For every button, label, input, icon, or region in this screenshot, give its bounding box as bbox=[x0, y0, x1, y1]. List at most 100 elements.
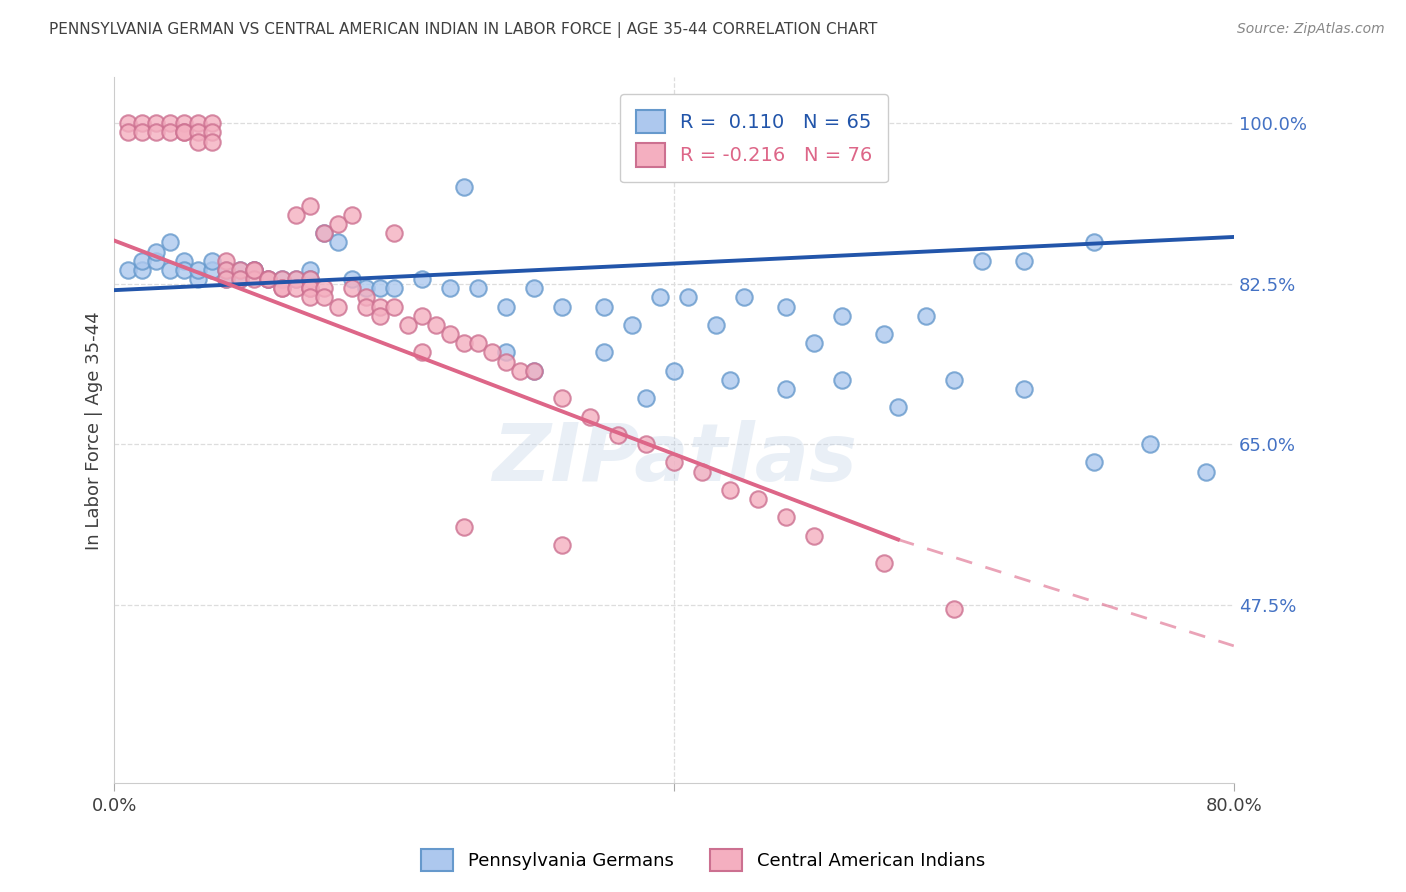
Point bbox=[131, 253, 153, 268]
Point bbox=[368, 309, 391, 323]
Point bbox=[593, 300, 616, 314]
Point bbox=[1195, 465, 1218, 479]
Point bbox=[159, 263, 181, 277]
Point bbox=[285, 272, 308, 286]
Point bbox=[411, 272, 433, 286]
Point bbox=[285, 281, 308, 295]
Point bbox=[229, 272, 252, 286]
Point bbox=[396, 318, 419, 332]
Point bbox=[411, 309, 433, 323]
Point bbox=[803, 529, 825, 543]
Point bbox=[356, 281, 378, 295]
Point bbox=[243, 263, 266, 277]
Point bbox=[314, 290, 336, 304]
Point bbox=[243, 263, 266, 277]
Point bbox=[243, 272, 266, 286]
Point bbox=[453, 336, 475, 351]
Point bbox=[117, 116, 139, 130]
Point bbox=[201, 116, 224, 130]
Point bbox=[1139, 437, 1161, 451]
Point bbox=[187, 272, 209, 286]
Point bbox=[145, 244, 167, 259]
Point bbox=[187, 263, 209, 277]
Point bbox=[425, 318, 447, 332]
Point bbox=[257, 272, 280, 286]
Point bbox=[299, 281, 322, 295]
Legend: Pennsylvania Germans, Central American Indians: Pennsylvania Germans, Central American I… bbox=[413, 842, 993, 879]
Point bbox=[314, 227, 336, 241]
Point bbox=[1012, 253, 1035, 268]
Point bbox=[299, 281, 322, 295]
Point bbox=[173, 116, 195, 130]
Point bbox=[887, 401, 910, 415]
Point bbox=[229, 263, 252, 277]
Point bbox=[747, 492, 769, 507]
Point bbox=[314, 227, 336, 241]
Point bbox=[1083, 455, 1105, 469]
Point bbox=[579, 409, 602, 424]
Point bbox=[356, 300, 378, 314]
Point bbox=[215, 263, 238, 277]
Point bbox=[328, 235, 350, 250]
Point bbox=[775, 510, 797, 524]
Text: Source: ZipAtlas.com: Source: ZipAtlas.com bbox=[1237, 22, 1385, 37]
Point bbox=[621, 318, 644, 332]
Point bbox=[173, 263, 195, 277]
Point bbox=[495, 300, 517, 314]
Point bbox=[467, 336, 489, 351]
Point bbox=[648, 290, 671, 304]
Point bbox=[159, 125, 181, 139]
Point bbox=[342, 208, 364, 222]
Point bbox=[285, 272, 308, 286]
Point bbox=[131, 116, 153, 130]
Point bbox=[257, 272, 280, 286]
Point bbox=[551, 300, 574, 314]
Point bbox=[271, 272, 294, 286]
Point bbox=[356, 290, 378, 304]
Point bbox=[299, 272, 322, 286]
Point bbox=[636, 437, 658, 451]
Point bbox=[607, 428, 630, 442]
Y-axis label: In Labor Force | Age 35-44: In Labor Force | Age 35-44 bbox=[86, 311, 103, 549]
Point bbox=[523, 281, 546, 295]
Point bbox=[368, 281, 391, 295]
Point bbox=[271, 281, 294, 295]
Point bbox=[215, 253, 238, 268]
Point bbox=[509, 364, 531, 378]
Point bbox=[342, 281, 364, 295]
Point bbox=[411, 345, 433, 359]
Point bbox=[187, 135, 209, 149]
Point bbox=[970, 253, 993, 268]
Point bbox=[453, 519, 475, 533]
Point bbox=[215, 263, 238, 277]
Point bbox=[915, 309, 938, 323]
Point bbox=[662, 364, 685, 378]
Point bbox=[145, 253, 167, 268]
Point bbox=[803, 336, 825, 351]
Point bbox=[201, 125, 224, 139]
Point bbox=[704, 318, 727, 332]
Text: ZIPatlas: ZIPatlas bbox=[492, 419, 856, 498]
Point bbox=[117, 125, 139, 139]
Point bbox=[229, 263, 252, 277]
Point bbox=[942, 373, 965, 387]
Point bbox=[159, 116, 181, 130]
Point bbox=[551, 392, 574, 406]
Point bbox=[636, 392, 658, 406]
Point bbox=[368, 300, 391, 314]
Point bbox=[131, 263, 153, 277]
Point bbox=[299, 272, 322, 286]
Point bbox=[523, 364, 546, 378]
Point bbox=[145, 125, 167, 139]
Point bbox=[243, 263, 266, 277]
Point bbox=[942, 602, 965, 616]
Point bbox=[271, 272, 294, 286]
Point bbox=[873, 557, 896, 571]
Point bbox=[201, 263, 224, 277]
Point bbox=[215, 272, 238, 286]
Point bbox=[1012, 382, 1035, 396]
Point bbox=[467, 281, 489, 295]
Point bbox=[243, 263, 266, 277]
Text: PENNSYLVANIA GERMAN VS CENTRAL AMERICAN INDIAN IN LABOR FORCE | AGE 35-44 CORREL: PENNSYLVANIA GERMAN VS CENTRAL AMERICAN … bbox=[49, 22, 877, 38]
Point bbox=[831, 373, 853, 387]
